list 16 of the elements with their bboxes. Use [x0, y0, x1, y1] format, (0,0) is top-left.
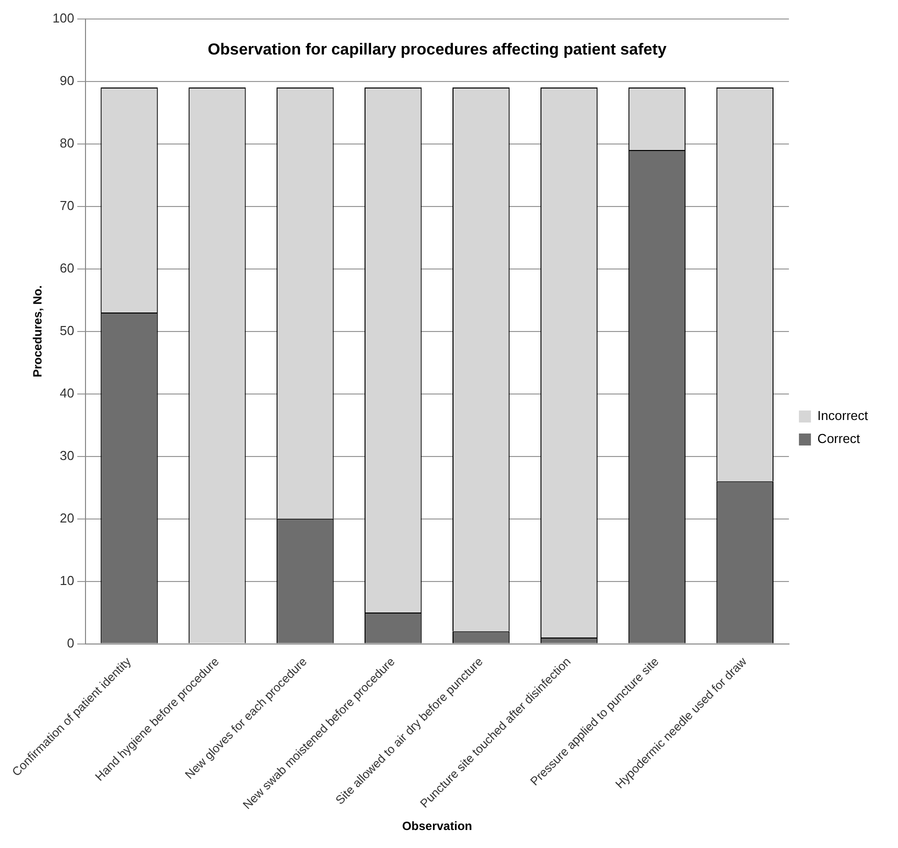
legend-label: Incorrect — [817, 408, 868, 424]
text: Observation for capillary procedures affecting patient safety — [208, 41, 667, 58]
y-tick-label: 20 — [60, 510, 74, 526]
y-tick-label: 10 — [60, 572, 74, 588]
y-tick-label: 30 — [60, 448, 74, 463]
legend-label: Correct — [817, 431, 860, 446]
y-axis-title: Procedures, No. — [30, 285, 45, 378]
y-tick-label: 40 — [60, 385, 74, 400]
y-tick-label: 60 — [60, 260, 74, 276]
y-tick-label: 90 — [60, 72, 74, 88]
y-tick-label: 100 — [52, 10, 74, 26]
y-tick-label: 0 — [67, 635, 74, 650]
y-tick-label: 70 — [60, 198, 74, 213]
x-axis-title: Observation — [402, 819, 472, 834]
y-tick-label: 80 — [60, 135, 74, 150]
y-tick-label: 50 — [60, 322, 74, 338]
